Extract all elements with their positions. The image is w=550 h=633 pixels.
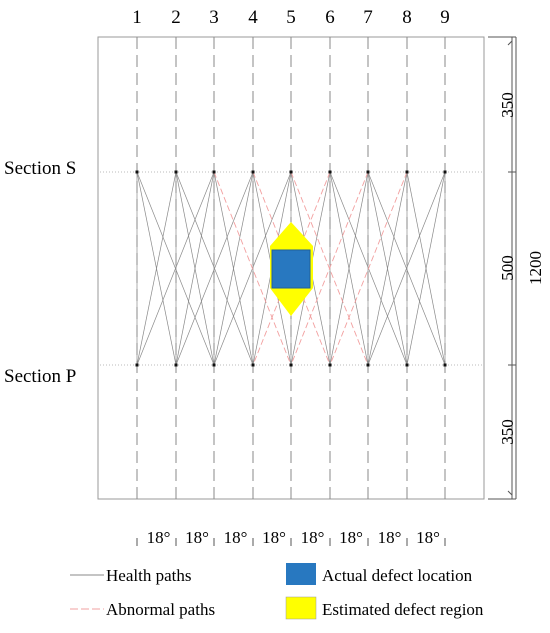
health-path [136,171,177,366]
health-path [136,171,215,366]
angle-label: 18° [147,528,171,547]
transducer-point [174,170,178,174]
section-p-label: Section P [4,366,76,387]
column-number-label: 3 [209,7,219,28]
column-number-label: 8 [402,7,412,28]
dim-upper: 350 [498,92,517,118]
transducer-point [328,363,332,367]
transducer-point [289,363,293,367]
dimension-lines [488,36,517,500]
dim-lower: 350 [498,419,517,445]
legend-actual-swatch [286,563,316,585]
abnormal-path [213,171,292,366]
column-number-label: 6 [325,7,335,28]
transducer-point [366,363,370,367]
transducer-point [443,170,447,174]
angle-label: 18° [185,528,209,547]
angle-label: 18° [262,528,286,547]
transducer-point [289,170,293,174]
transducer-point [328,170,332,174]
abnormal-path [329,171,408,366]
column-number-label: 2 [171,7,181,28]
angle-label: 18° [339,528,363,547]
column-number-label: 1 [132,7,142,28]
borehole-lines [136,37,446,499]
transducer-point [212,363,216,367]
health-path [329,171,369,366]
legend-actual-label: Actual defect location [322,566,473,585]
transducer-point [174,363,178,367]
transducer-point [135,170,139,174]
legend-estimated-label: Estimated defect region [322,600,484,619]
transducer-point [366,170,370,174]
health-path [175,171,215,366]
column-number-label: 9 [440,7,450,28]
section-s-label: Section S [4,158,76,179]
angle-label: 18° [301,528,325,547]
transducer-point [443,363,447,367]
angle-label: 18° [378,528,402,547]
column-number-label: 5 [286,7,296,28]
angle-label: 18° [224,528,248,547]
health-path [367,171,446,366]
health-path [213,171,254,366]
dim-total: 1200 [526,251,545,285]
health-path [406,171,446,366]
transducer-point [251,363,255,367]
column-number-label: 7 [363,7,373,28]
abnormal-path [290,171,369,366]
transducer-point [405,170,409,174]
angle-label: 18° [416,528,440,547]
health-path [367,171,408,366]
transducer-point [405,363,409,367]
transducer-points [135,170,447,367]
legend: Health paths Abnormal paths Actual defec… [70,563,484,620]
column-number-label: 4 [248,7,258,28]
legend-estimated-swatch [285,596,317,620]
transducer-point [212,170,216,174]
transducer-point [251,170,255,174]
legend-abnormal-label: Abnormal paths [106,600,215,619]
legend-health-label: Health paths [106,566,191,585]
actual-defect-location [271,249,311,289]
dim-middle: 500 [498,255,517,281]
transducer-point [135,363,139,367]
health-paths [136,171,446,366]
health-path [175,171,254,366]
